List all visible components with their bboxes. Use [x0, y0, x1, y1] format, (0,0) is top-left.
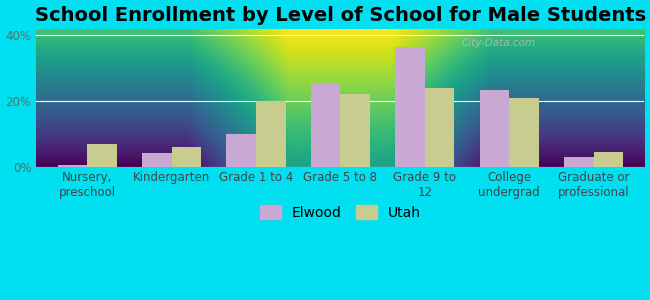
Bar: [341, 94, 370, 166]
Bar: [172, 147, 201, 166]
Bar: [58, 165, 87, 166]
Bar: [564, 157, 594, 166]
Title: School Enrollment by Level of School for Male Students: School Enrollment by Level of School for…: [35, 6, 646, 25]
Bar: [87, 144, 116, 166]
Bar: [480, 89, 510, 166]
Bar: [425, 88, 454, 166]
Bar: [142, 153, 172, 167]
Bar: [594, 152, 623, 167]
Bar: [311, 83, 341, 166]
Bar: [226, 134, 256, 167]
Text: City-Data.com: City-Data.com: [462, 38, 536, 48]
Bar: [256, 101, 285, 166]
Bar: [510, 98, 539, 166]
Legend: Elwood, Utah: Elwood, Utah: [255, 200, 426, 226]
Bar: [395, 47, 425, 166]
